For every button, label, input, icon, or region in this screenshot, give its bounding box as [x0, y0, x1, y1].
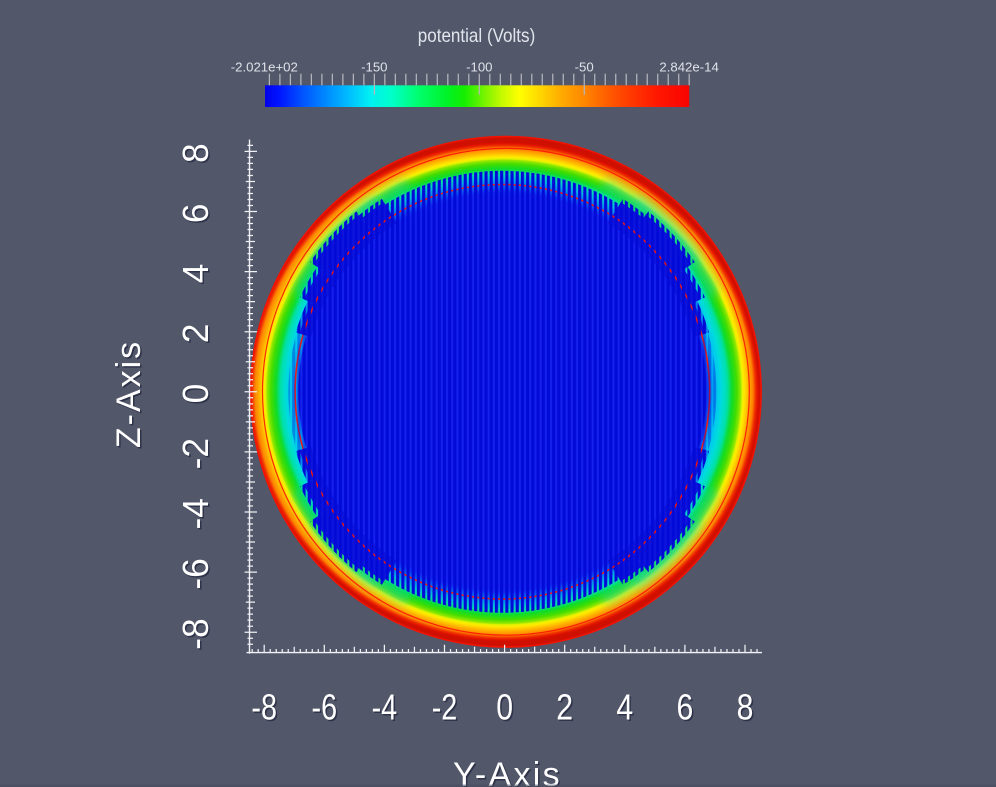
svg-text:6: 6 — [176, 205, 217, 225]
svg-text:4: 4 — [176, 265, 217, 285]
svg-text:0: 0 — [498, 688, 515, 729]
svg-text:6: 6 — [678, 688, 695, 729]
svg-text:-8: -8 — [176, 620, 217, 651]
svg-text:-6: -6 — [312, 687, 338, 728]
svg-text:-8: -8 — [253, 688, 279, 729]
svg-text:-2: -2 — [433, 688, 459, 729]
svg-text:-2: -2 — [176, 440, 217, 471]
svg-text:6: 6 — [677, 687, 694, 728]
svg-text:-4: -4 — [373, 688, 399, 729]
svg-text:Y-Axis: Y-Axis — [455, 758, 564, 787]
svg-text:-6: -6 — [175, 558, 216, 589]
svg-text:8: 8 — [176, 145, 217, 165]
svg-text:-6: -6 — [313, 688, 339, 729]
svg-text:potential (Volts): potential (Volts) — [418, 25, 536, 47]
svg-text:-2: -2 — [432, 687, 458, 728]
svg-text:4: 4 — [618, 688, 635, 729]
svg-text:-2.021e+02: -2.021e+02 — [231, 59, 298, 74]
svg-text:2: 2 — [558, 688, 575, 729]
svg-text:-100: -100 — [466, 59, 492, 74]
svg-text:4: 4 — [175, 264, 216, 284]
svg-text:-50: -50 — [575, 59, 594, 74]
svg-text:2.842e-14: 2.842e-14 — [659, 59, 718, 74]
svg-text:0: 0 — [175, 384, 216, 404]
svg-text:Z-Axis: Z-Axis — [112, 341, 150, 449]
svg-text:4: 4 — [616, 687, 633, 728]
svg-text:Y-Axis: Y-Axis — [453, 756, 562, 787]
svg-text:-6: -6 — [176, 560, 217, 591]
svg-text:6: 6 — [175, 204, 216, 224]
svg-text:0: 0 — [176, 385, 217, 405]
svg-text:-4: -4 — [372, 687, 398, 728]
svg-text:-2: -2 — [175, 438, 216, 469]
svg-text:2: 2 — [175, 324, 216, 344]
svg-text:Z-Axis: Z-Axis — [110, 340, 148, 448]
svg-text:-8: -8 — [251, 687, 277, 728]
svg-text:2: 2 — [556, 687, 573, 728]
svg-text:-150: -150 — [361, 59, 387, 74]
svg-text:-4: -4 — [176, 500, 217, 531]
svg-text:-4: -4 — [175, 498, 216, 529]
svg-text:8: 8 — [175, 143, 216, 163]
svg-text:0: 0 — [496, 687, 513, 728]
svg-text:-8: -8 — [175, 618, 216, 649]
svg-text:8: 8 — [737, 687, 754, 728]
svg-text:2: 2 — [176, 325, 217, 345]
svg-text:8: 8 — [738, 688, 755, 729]
